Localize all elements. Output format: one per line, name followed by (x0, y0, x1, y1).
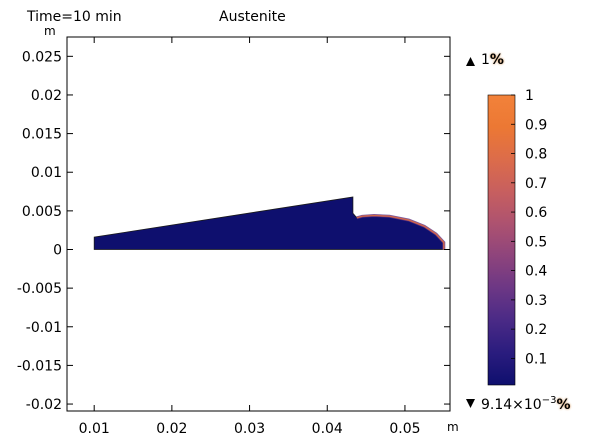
y-axis: 0.025 0.02 0.015 0.01 0.005 0 -0.005 -0.01 -0.01… (17, 49, 450, 413)
y-tick-label: 0.005 (22, 204, 62, 220)
domain-geometry (93, 196, 446, 250)
y-axis-unit: m (44, 24, 56, 38)
max-triangle-icon (466, 57, 475, 66)
axes-frame (66, 36, 451, 412)
colorbar-tick-label: 0.5 (525, 234, 547, 250)
x-axis-unit: m (447, 420, 459, 434)
colorbar-tick-label: 0.4 (525, 264, 547, 280)
x-tick-label: 0.04 (312, 421, 343, 436)
x-tick-label: 0.03 (234, 421, 265, 436)
y-tick-label: 0.025 (22, 49, 62, 65)
colorbar-min-mantissa: 9.14×10 (481, 397, 542, 413)
y-tick-label: -0.01 (26, 320, 62, 336)
colorbar-tick-label: 0.9 (525, 117, 547, 133)
time-label: Time=10 min (27, 9, 122, 25)
colorbar-min-exponent: −3 (541, 395, 557, 406)
colorbar-max-value: 1 (481, 52, 490, 68)
colorbar-max-label: 1% (481, 52, 504, 68)
x-tick-label: 0.05 (389, 421, 420, 436)
colorbar-min-unit: % (556, 397, 571, 413)
colorbar-tick-label: 0.6 (525, 205, 547, 221)
min-triangle-icon (466, 399, 475, 408)
x-axis: 0.01 0.02 0.03 0.04 0.05 (79, 37, 421, 436)
y-tick-label: 0.02 (31, 88, 62, 104)
y-tick-label: -0.02 (26, 397, 62, 413)
y-tick-label: -0.005 (17, 281, 62, 297)
domain-edge-band (356, 214, 445, 250)
y-tick-label: 0.01 (31, 165, 62, 181)
x-tick-label: 0.01 (79, 421, 110, 436)
colorbar (487, 94, 516, 386)
y-tick-label: 0 (53, 243, 62, 259)
colorbar-tick-label: 0.1 (525, 351, 547, 367)
colorbar-min-label: 9.14×10−3% (481, 395, 571, 413)
colorbar-tick-label: 0.2 (525, 322, 547, 338)
colorbar-tick-label: 1 (525, 88, 534, 104)
y-tick-label: 0.015 (22, 127, 62, 143)
colorbar-tick-label: 0.3 (525, 293, 547, 309)
colorbar-tick-label: 0.7 (525, 176, 547, 192)
colorbar-tick-label: 0.8 (525, 147, 547, 163)
domain-fill (93, 196, 445, 250)
colorbar-ticks: 1 0.9 0.8 0.7 0.6 0.5 0.4 0.3 0.2 0.1 (511, 88, 547, 367)
chart-title: Austenite (219, 9, 286, 25)
y-tick-label: -0.015 (17, 358, 62, 374)
x-tick-label: 0.02 (156, 421, 187, 436)
colorbar-max-unit: % (489, 52, 504, 68)
